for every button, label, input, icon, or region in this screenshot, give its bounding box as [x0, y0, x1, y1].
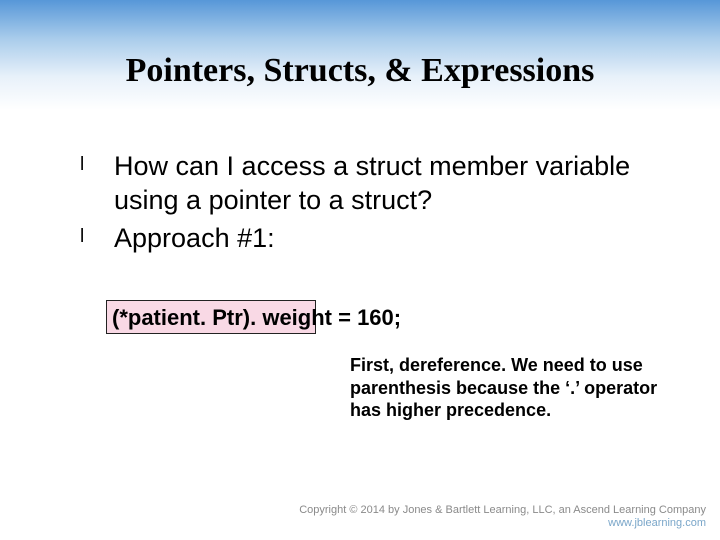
bullet-text: Approach #1: — [114, 222, 660, 256]
page-title: Pointers, Structs, & Expressions — [0, 52, 720, 90]
footer-copyright: Copyright © 2014 by Jones & Bartlett Lea… — [299, 504, 706, 517]
list-item: l Approach #1: — [80, 222, 660, 256]
explanation-text: First, dereference. We need to use paren… — [350, 354, 660, 422]
list-item: l How can I access a struct member varia… — [80, 150, 660, 218]
footer-url: www.jblearning.com — [299, 517, 706, 530]
footer: Copyright © 2014 by Jones & Bartlett Lea… — [299, 504, 706, 530]
bullet-marker: l — [80, 150, 114, 177]
bullet-marker: l — [80, 222, 114, 249]
code-line: (*patient. Ptr). weight = 160; — [112, 305, 401, 331]
bullet-text: How can I access a struct member variabl… — [114, 150, 660, 218]
bullet-list: l How can I access a struct member varia… — [80, 150, 660, 259]
